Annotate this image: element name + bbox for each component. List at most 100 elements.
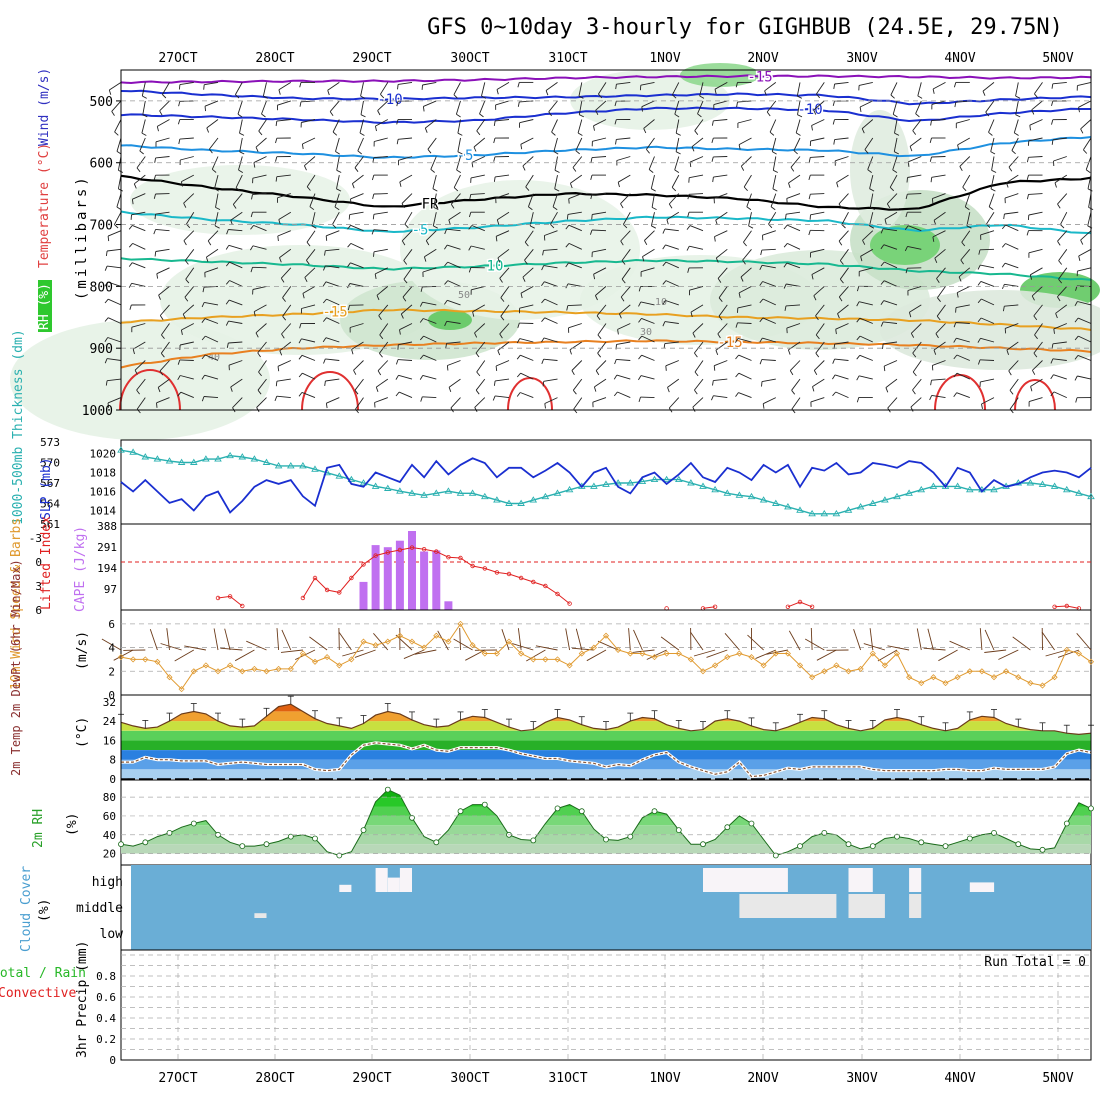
barb: [182, 304, 195, 315]
wind-speed-point: [481, 650, 488, 657]
bottom-tick-4nov: 4NOV: [944, 1071, 975, 1086]
barb: [277, 230, 291, 237]
barb-flag: [910, 406, 914, 412]
barb-flag: [735, 82, 738, 88]
barb: [1028, 137, 1043, 142]
barb-flag: [932, 236, 935, 242]
thickness-point: [517, 499, 525, 506]
barb: [309, 193, 316, 207]
barb-flag: [114, 224, 119, 229]
rh-tick-60: 60: [103, 810, 116, 823]
barb-flag: [282, 316, 287, 321]
barb-flag: [232, 204, 237, 209]
barb: [935, 323, 946, 334]
barb-flag: [1030, 386, 1033, 392]
barb-flag: [797, 114, 803, 118]
barb: [475, 378, 486, 391]
barb: [910, 397, 922, 408]
thickness-tick-561: 561: [40, 518, 60, 531]
rh-point: [651, 808, 658, 815]
barb-flag: [568, 198, 570, 204]
lifted-point: [434, 549, 439, 554]
barb-flag: [493, 380, 496, 386]
barb: [788, 341, 801, 351]
barb: [350, 224, 364, 232]
barb: [694, 341, 704, 354]
barb-flag: [396, 101, 399, 107]
barb: [834, 341, 849, 345]
barb: [957, 137, 971, 146]
barb: [641, 335, 655, 343]
thickness-point: [1087, 492, 1095, 500]
barb-flag: [672, 94, 677, 99]
thickness-point: [723, 489, 732, 496]
rh-point: [336, 852, 343, 859]
contour-label-2: -10: [797, 102, 822, 118]
barb: [931, 394, 946, 399]
barb-flag: [735, 392, 739, 397]
barb-flag: [132, 348, 135, 355]
barb: [529, 212, 534, 226]
barb-flag: [929, 156, 932, 162]
lifted-line-1: [302, 547, 570, 604]
barb-flag: [499, 278, 503, 283]
barb: [156, 397, 170, 404]
barb-flag: [347, 243, 352, 248]
barb: [738, 372, 752, 380]
barb: [616, 358, 631, 361]
barb: [301, 354, 316, 361]
wind-speed-point: [1075, 650, 1082, 657]
barb-flag: [813, 370, 818, 376]
barb: [253, 304, 267, 312]
barb: [785, 304, 801, 307]
barb-flag: [205, 256, 209, 262]
barb-flag: [419, 375, 424, 380]
barb: [737, 119, 752, 124]
barb-flag: [517, 82, 520, 88]
thickness-point: [468, 489, 477, 496]
barb: [350, 193, 364, 200]
barb-flag: [493, 137, 496, 144]
barb: [495, 360, 510, 367]
surface-wind-barb: [633, 629, 643, 651]
barb: [524, 249, 534, 261]
barb: [1032, 360, 1043, 371]
thickness-point: [1050, 482, 1059, 489]
barb-flag: [444, 300, 448, 305]
wind-speed-point: [542, 656, 549, 663]
barb: [937, 286, 946, 299]
lifted-point: [543, 583, 548, 589]
barb-flag: [832, 391, 837, 397]
wind-speed-point: [1063, 646, 1070, 653]
barb-flag: [423, 256, 427, 262]
barb-flag: [253, 162, 256, 168]
barb-flag: [910, 333, 915, 338]
barb-flag: [372, 157, 375, 163]
barb-flag: [1083, 149, 1088, 154]
barb-flag: [1074, 301, 1078, 307]
barb: [623, 211, 631, 225]
barb-flag: [813, 109, 817, 115]
barb: [228, 299, 243, 306]
barb-flag: [748, 225, 754, 229]
barb: [762, 281, 776, 287]
thickness-point: [820, 509, 829, 517]
barb: [664, 341, 679, 345]
barb: [1057, 230, 1068, 242]
barb: [884, 211, 898, 220]
pressure-tick-1000: 1000: [82, 404, 113, 419]
barb: [980, 264, 995, 269]
barb-flag: [299, 323, 302, 329]
chart-title: GFS 0~10day 3-hourly for GIGHBUB (24.5E,…: [427, 15, 1063, 40]
barb: [641, 100, 655, 108]
barb-flag: [541, 281, 545, 287]
barb: [1015, 100, 1019, 115]
barb-flag: [104, 298, 109, 304]
barb: [306, 174, 316, 187]
thickness-point: [1063, 485, 1071, 493]
barb-flag: [1058, 278, 1063, 284]
barb: [141, 119, 146, 134]
barb-flag: [379, 353, 383, 358]
barb-flag: [686, 225, 691, 230]
barb: [430, 156, 437, 170]
